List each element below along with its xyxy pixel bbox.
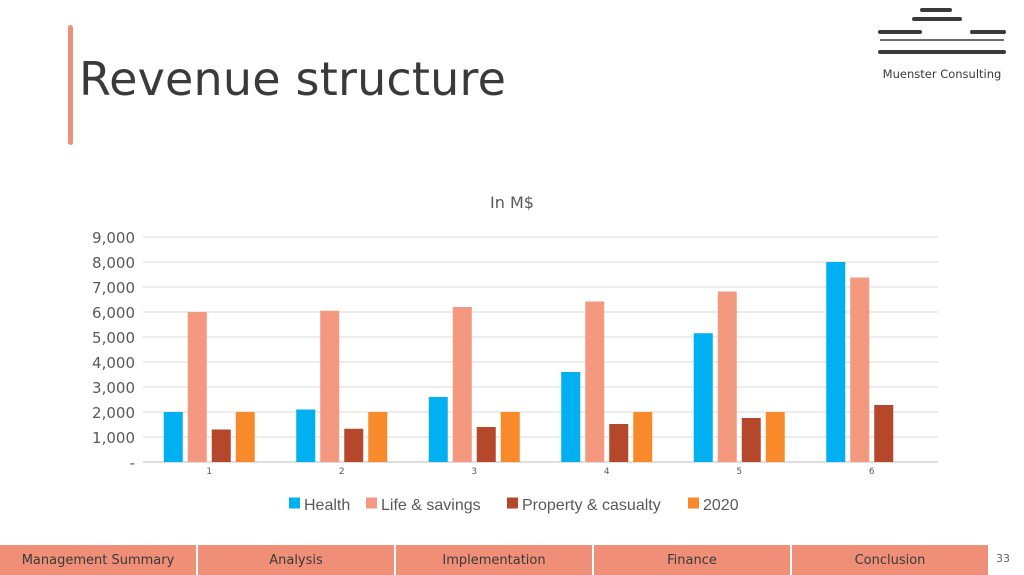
bar-health-6 [826,262,846,462]
bottom-navigation: Management Summary Analysis Implementati… [0,545,988,575]
y-tick-label: 9,000 [92,229,135,247]
legend-label: Health [304,497,350,514]
legend-swatch [289,497,300,509]
nav-management-summary[interactable]: Management Summary [0,545,198,575]
logo-company-name: Muenster Consulting [882,67,1002,81]
bar-2020-1 [235,412,255,462]
bar-life-savings-4 [585,301,605,462]
bar-life-savings-1 [187,312,207,462]
y-tick-label: 4,000 [92,354,135,372]
bar-health-4 [561,372,581,462]
bar-property-casualty-3 [476,427,496,462]
legend-label: Property & casualty [522,497,661,514]
x-tick-label: 5 [736,467,742,477]
x-tick-label: 3 [471,467,477,477]
x-tick-label: 6 [869,467,875,477]
x-tick-label: 1 [206,467,212,477]
bar-life-savings-5 [717,291,737,462]
bar-property-casualty-2 [344,428,364,462]
y-tick-label: 6,000 [92,304,135,322]
bar-health-2 [296,409,316,462]
nav-conclusion[interactable]: Conclusion [792,545,988,575]
nav-implementation[interactable]: Implementation [396,545,594,575]
nav-finance[interactable]: Finance [594,545,792,575]
bar-2020-2 [368,412,388,462]
title-accent-bar [68,25,73,145]
bar-life-savings-6 [850,277,870,462]
bar-life-savings-3 [452,307,472,462]
bar-2020-5 [765,412,785,462]
x-tick-label: 4 [604,467,610,477]
y-tick-label: 1,000 [92,429,135,447]
y-tick-label: 8,000 [92,254,135,272]
chart-title: In M$ [490,193,534,212]
bar-property-casualty-1 [211,429,231,462]
y-tick-label: - [130,454,135,472]
x-tick-label: 2 [339,467,345,477]
y-tick-label: 2,000 [92,404,135,422]
y-tick-label: 3,000 [92,379,135,397]
company-logo [878,8,1006,54]
page-number: 33 [996,552,1010,565]
nav-analysis[interactable]: Analysis [198,545,396,575]
legend-swatch [688,497,699,509]
y-tick-label: 7,000 [92,279,135,297]
page-title: Revenue structure [79,52,507,106]
bar-property-casualty-4 [609,424,629,462]
bar-health-1 [163,412,183,462]
bar-property-casualty-5 [741,418,761,462]
legend-label: 2020 [703,497,739,514]
bar-2020-3 [500,412,520,462]
y-tick-label: 5,000 [92,329,135,347]
bar-health-5 [693,333,713,462]
bar-property-casualty-6 [874,405,894,462]
bar-health-3 [428,397,448,462]
revenue-bar-chart: In M$ - 1,000 2,000 3,000 4,000 5,000 6,000 7,00… [92,193,938,514]
legend-swatch [507,497,518,509]
legend-label: Life & savings [381,497,481,514]
legend-swatch [366,497,377,509]
bar-life-savings-2 [320,310,340,462]
bar-2020-4 [633,412,653,462]
